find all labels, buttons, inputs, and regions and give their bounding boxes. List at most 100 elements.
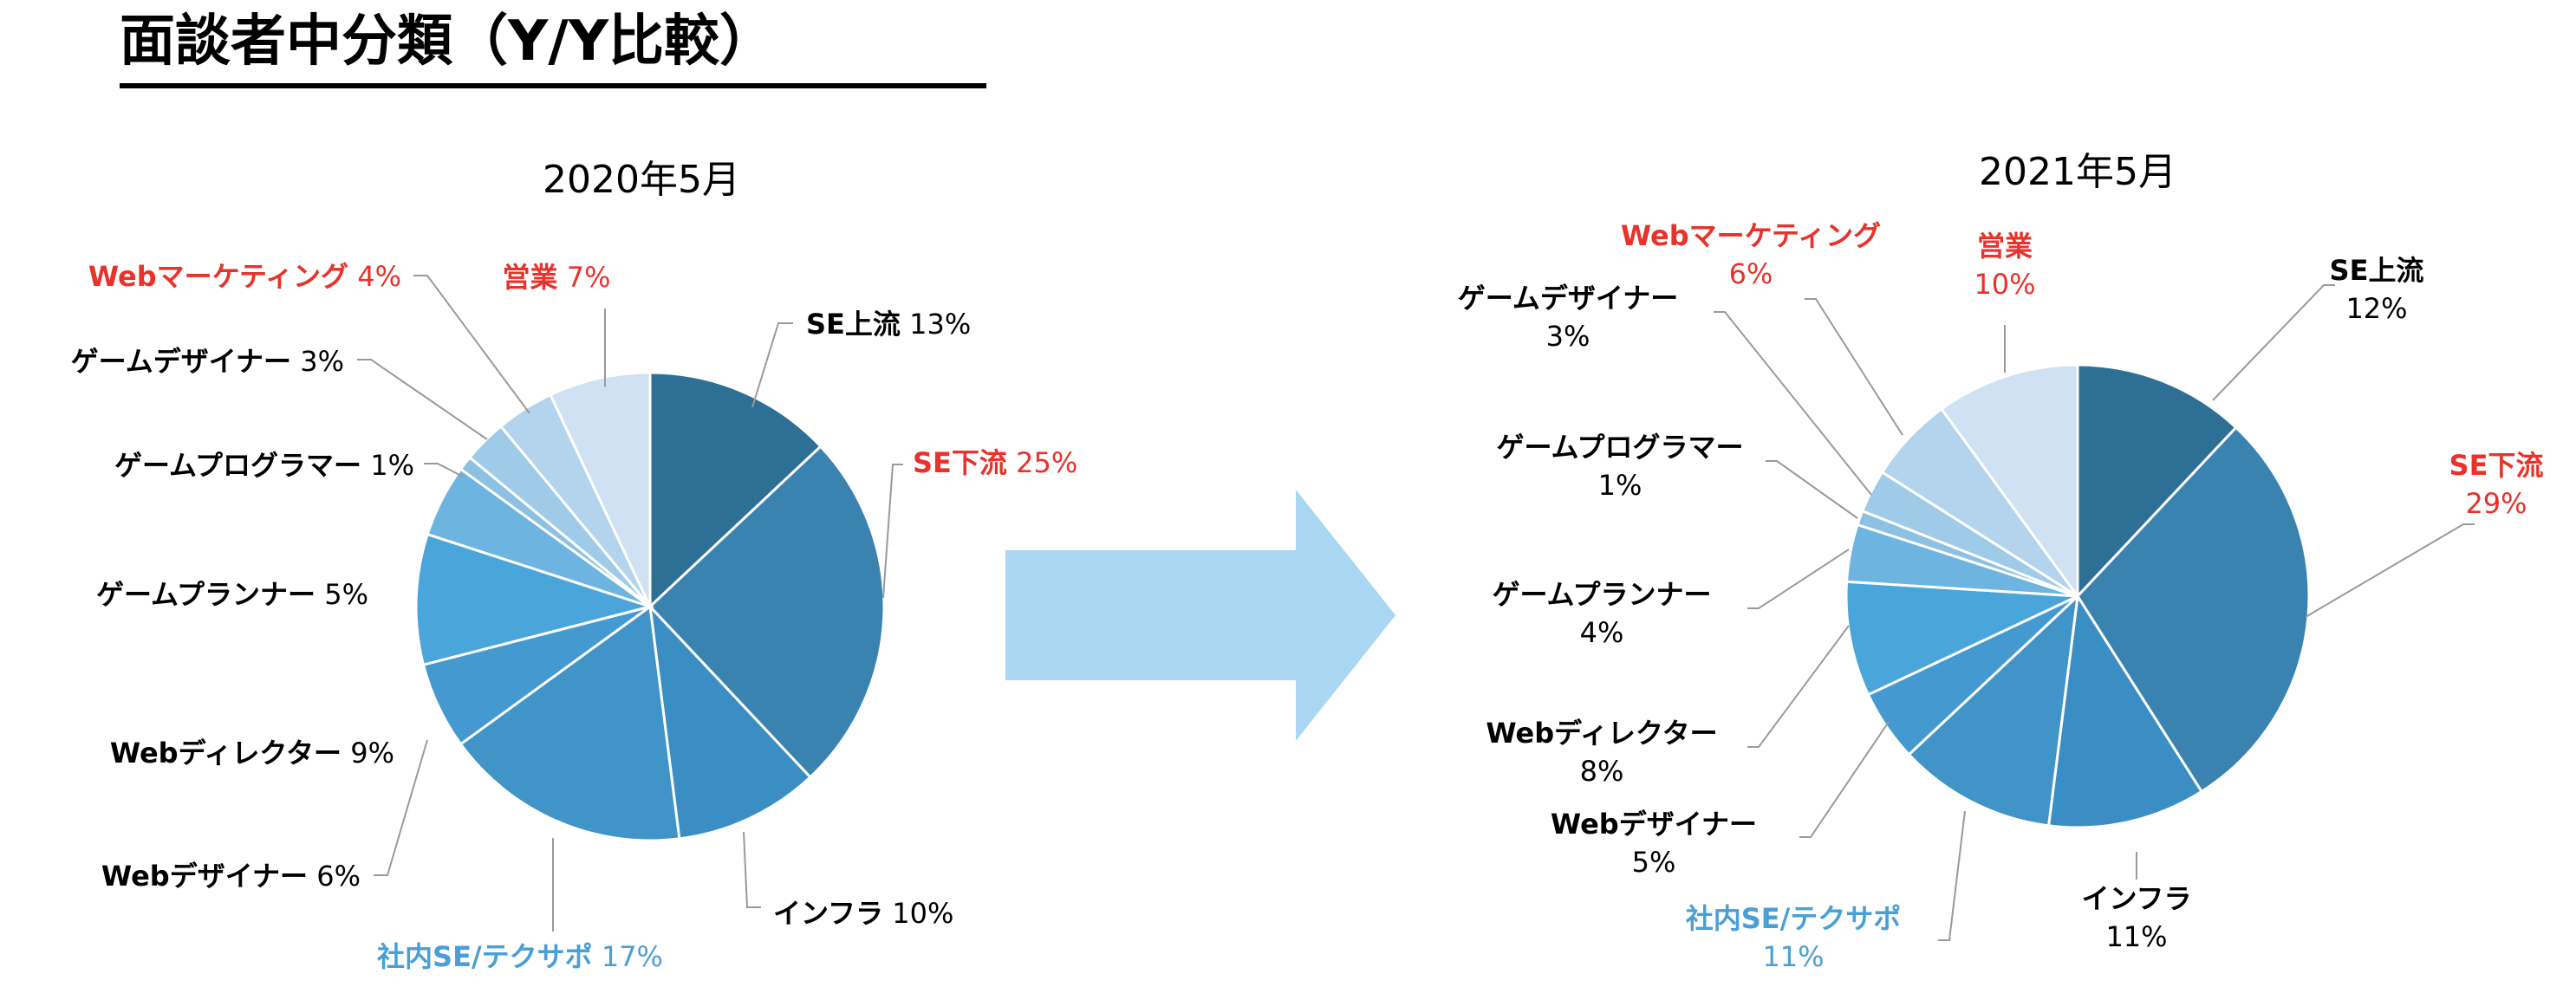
slice-label-name: Webマーケティング: [1621, 219, 1881, 252]
slice-label-name: Webデザイナー: [101, 860, 308, 893]
pie-slice: [459, 604, 681, 842]
slice-label: 社内SE/テクサポ 11%: [1686, 902, 1902, 973]
slice-label-name: ゲームプログラマー: [114, 449, 361, 482]
title-underline: [120, 83, 986, 88]
leader-line: [1714, 311, 1872, 496]
slice-label-value: 3%: [1546, 320, 1590, 353]
slice-label-name: Webデザイナー: [1551, 808, 1757, 841]
slice-label: ゲームプランナー 4%: [1492, 578, 1711, 649]
pie-chart-2020: [414, 371, 886, 842]
leader-line: [1799, 721, 1890, 838]
right-arrow-icon: [1005, 490, 1395, 741]
slice-label: Webマーケティング 6%: [1621, 219, 1881, 290]
leader-line: [751, 322, 793, 408]
slice-label-name: 営業: [1977, 230, 2033, 263]
slice-label: SE上流 13%: [806, 308, 971, 341]
slice-label: Webデザイナー 6%: [101, 860, 361, 893]
leader-line: [2305, 523, 2475, 618]
leader-line: [1938, 810, 1966, 941]
slice-label-name: Webディレクター: [1486, 717, 1717, 750]
slice-label-name: 社内SE/テクサポ: [377, 940, 593, 973]
slice-label: Webディレクター 9%: [110, 737, 394, 769]
page-title: 面談者中分類（Y/Y比較）: [120, 10, 776, 74]
slice-label-name: SE下流: [913, 446, 1007, 479]
slice-label-name: ゲームプランナー: [1492, 578, 1711, 611]
slice-label-value: 11%: [2105, 920, 2167, 953]
slice-label-name: Webマーケティング: [88, 260, 348, 293]
pie-slice: [414, 532, 655, 666]
slice-label: ゲームプランナー 5%: [96, 578, 368, 611]
slice-label-name: ゲームプランナー: [96, 578, 315, 611]
pie-labels-2020: SE上流 13% SE下流 25% インフラ 10% 社内SE/テクサポ 17% Web…: [71, 260, 1078, 973]
slice-label-value: 25%: [1007, 446, 1077, 479]
slice-label-value: 8%: [1580, 755, 1624, 788]
pie-slice: [1939, 363, 2079, 601]
leader-line: [2212, 284, 2335, 401]
slice-label-value: 5%: [1632, 846, 1676, 879]
leader-line: [743, 831, 761, 908]
slice-label: 社内SE/テクサポ 17%: [377, 940, 663, 973]
slice-label-name: Webディレクター: [110, 737, 342, 769]
slice-label-value: 10%: [883, 897, 953, 930]
pie-slice: [2046, 592, 2204, 829]
pie-slice: [1844, 580, 2078, 697]
pie-slice: [549, 371, 652, 607]
slice-label: インフラ 11%: [2081, 882, 2191, 953]
slice-label: ゲームプログラマー 1%: [114, 449, 414, 482]
slice-label-value: 1%: [361, 449, 414, 482]
slice-label-name: インフラ: [773, 897, 883, 930]
slice-label: ゲームプログラマー 1%: [1496, 431, 1743, 502]
leader-line: [374, 739, 428, 876]
slice-label-value: 1%: [1598, 469, 1643, 502]
slice-label-value: 10%: [1974, 268, 2035, 301]
slice-label: インフラ 10%: [773, 897, 953, 930]
pie-labels-2021: SE上流 12% SE下流 29% インフラ 11% 社内SE/テクサポ 11% Webデザイナ…: [1458, 219, 2544, 973]
slice-label-value: 29%: [2465, 487, 2527, 520]
slice-label-name: 社内SE/テクサポ: [1686, 902, 1902, 935]
slice-label: 営業 7%: [503, 261, 611, 294]
slice-label-value: 9%: [342, 737, 394, 769]
pie-slice: [648, 371, 823, 610]
slice-label-value: 4%: [1580, 616, 1624, 649]
slice-label-name: SE上流: [806, 308, 901, 341]
slice-label: Webディレクター 8%: [1486, 717, 1717, 788]
slice-label-value: 7%: [558, 261, 611, 294]
slice-label-value: 12%: [2345, 292, 2407, 325]
pie-slice: [1907, 593, 2080, 828]
slice-label-name: ゲームデザイナー: [1458, 282, 1678, 315]
slice-label-name: インフラ: [2081, 882, 2191, 915]
slice-label-name: SE上流: [2330, 254, 2424, 287]
slice-label-value: 6%: [1729, 257, 1773, 290]
slice-label-value: 5%: [315, 578, 368, 611]
pie-slice: [647, 445, 886, 779]
slice-label: Webデザイナー 5%: [1551, 808, 1757, 879]
slice-label-name: SE下流: [2449, 449, 2544, 482]
pie-slice: [2076, 363, 2238, 600]
slice-label: Webマーケティング 4%: [88, 260, 401, 293]
slice-label-value: 13%: [901, 308, 971, 341]
slice-label: SE下流 25%: [913, 446, 1077, 479]
pie-slice: [2076, 425, 2311, 794]
slice-label: 営業 10%: [1974, 230, 2035, 301]
slice-label: SE上流 12%: [2330, 254, 2424, 325]
leader-line: [1766, 460, 1858, 519]
leader-line: [413, 275, 530, 414]
slice-label-value: 17%: [593, 940, 663, 973]
slice-label-value: 11%: [1762, 940, 1824, 973]
slice-label-name: ゲームデザイナー: [71, 345, 291, 378]
leader-line: [1747, 549, 1850, 609]
slice-label-name: 営業: [503, 261, 558, 294]
slice-label-value: 6%: [308, 860, 361, 893]
slice-label-name: ゲームプログラマー: [1496, 431, 1743, 464]
leader-line: [1805, 298, 1903, 436]
leader-line: [357, 359, 488, 440]
leader-line: [1747, 625, 1850, 748]
chart-title-2021: 2021年5月: [1979, 150, 2176, 194]
slice-label: SE下流 29%: [2449, 449, 2544, 520]
slice-label-value: 4%: [348, 260, 401, 293]
slice-label: ゲームデザイナー 3%: [71, 345, 344, 378]
pie-chart-2021: [1844, 363, 2311, 829]
leader-line: [882, 464, 903, 599]
slice-label: ゲームデザイナー 3%: [1458, 282, 1678, 353]
pie-slice: [647, 602, 812, 841]
